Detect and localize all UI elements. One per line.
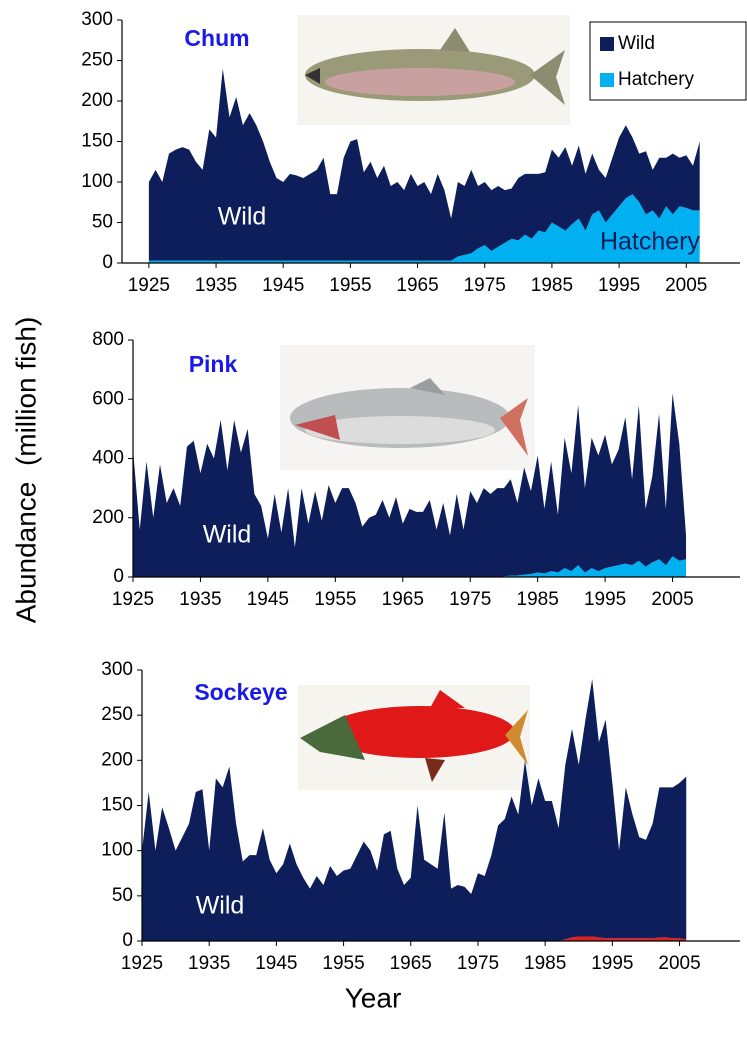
y-tick-label: 0 [102,252,113,273]
y-tick-label: 250 [81,50,113,71]
sockeye-fish [298,685,530,790]
area [142,679,687,941]
area [133,393,687,577]
x-tick-label: 1955 [314,589,356,610]
y-tick-label: 100 [101,840,133,861]
x-tick-label: 2005 [651,589,693,610]
area [148,194,700,263]
panel-title: Sockeye [194,679,287,705]
annotation: Wild [196,892,245,920]
y-tick-label: 300 [101,659,133,680]
x-tick-label: 1925 [121,953,163,974]
y-tick-label: 50 [112,885,133,906]
x-tick-label: 1965 [390,953,432,974]
y-tick-label: 150 [81,131,113,152]
x-tick-label: 1955 [329,275,371,296]
x-tick-label: 1995 [584,589,626,610]
x-tick-label: 1925 [128,275,170,296]
x-tick-label: 1935 [195,275,237,296]
x-tick-label: 2005 [658,953,700,974]
y-tick-label: 200 [92,507,124,528]
legend: Wild Hatchery [589,21,747,101]
area [133,556,687,577]
x-tick-label: 1965 [382,589,424,610]
pink-fish [280,345,535,470]
annotation: Hatchery [600,228,701,256]
chum-fish [297,15,570,125]
y-tick-label: 100 [81,171,113,192]
x-tick-label: 1975 [457,953,499,974]
legend-label: Wild [618,33,655,54]
panel-title: Pink [189,351,238,377]
x-tick-label: 2005 [665,275,707,296]
y-tick-label: 150 [101,795,133,816]
y-tick-label: 0 [113,566,124,587]
legend-box [589,21,747,101]
y-axis-label: Abundance (million fish) [10,317,41,624]
x-tick-label: 1945 [262,275,304,296]
y-tick-label: 800 [92,329,124,350]
legend-swatch [600,73,614,87]
y-tick-label: 250 [101,704,133,725]
x-tick-label: 1975 [464,275,506,296]
x-tick-label: 1965 [396,275,438,296]
legend-label: Hatchery [618,69,695,90]
y-tick-label: 200 [81,90,113,111]
panel-title: Chum [184,25,249,51]
x-tick-label: 1985 [517,589,559,610]
y-tick-label: 400 [92,448,124,469]
y-tick-label: 0 [122,930,133,951]
x-tick-label: 1945 [247,589,289,610]
x-tick-label: 1935 [179,589,221,610]
x-tick-label: 1925 [112,589,154,610]
annotation: Wild [203,521,252,549]
x-axis-label: Year [345,982,402,1013]
legend-swatch [600,37,614,51]
x-tick-label: 1985 [524,953,566,974]
y-tick-label: 600 [92,388,124,409]
x-tick-label: 1935 [188,953,230,974]
y-tick-label: 50 [92,212,113,233]
y-tick-label: 300 [81,9,113,30]
x-tick-label: 1985 [531,275,573,296]
x-tick-label: 1995 [598,275,640,296]
x-tick-label: 1975 [449,589,491,610]
y-tick-label: 200 [101,749,133,770]
x-tick-label: 1995 [591,953,633,974]
x-tick-label: 1945 [255,953,297,974]
annotation: Wild [218,203,267,231]
area [148,68,700,261]
x-tick-label: 1955 [322,953,364,974]
